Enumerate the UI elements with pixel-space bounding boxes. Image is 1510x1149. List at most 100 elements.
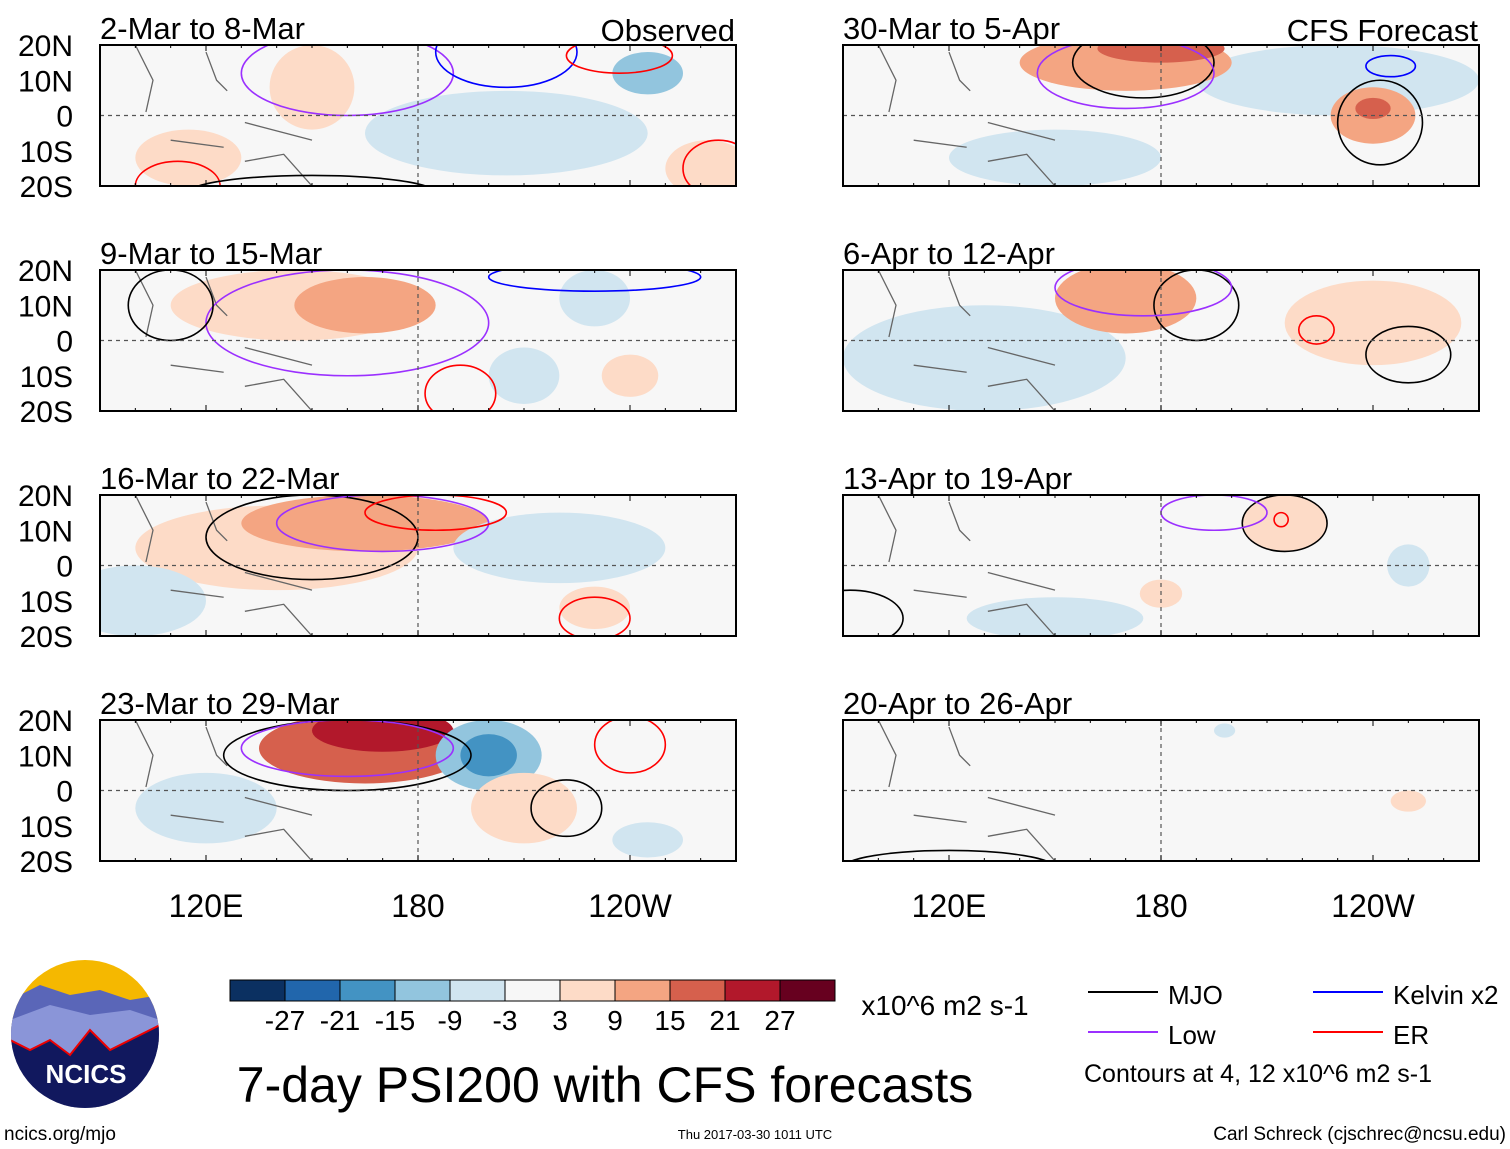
colorbar-swatch — [394, 979, 451, 1002]
panel-plot-area — [849, 720, 1427, 861]
colorbar-tick-label: -21 — [320, 1005, 360, 1036]
colorbar-tick-label: 21 — [709, 1005, 740, 1036]
coastline — [877, 495, 1056, 636]
panel-title: 23-Mar to 29-Mar — [100, 686, 339, 721]
anomaly-shading — [559, 270, 631, 327]
colorbar-tick-label: -9 — [438, 1005, 463, 1036]
colorbar-swatch — [284, 979, 341, 1002]
legend-label: Kelvin x2 — [1393, 980, 1499, 1010]
anomaly-shading — [460, 734, 517, 777]
lat-tick-label: 0 — [56, 101, 73, 134]
anomaly-shading — [471, 772, 577, 844]
anomaly-shading — [949, 129, 1161, 186]
coastline — [134, 270, 313, 411]
lon-tick-label: 120E — [912, 888, 987, 924]
anomaly-shading — [1196, 45, 1479, 116]
column-label: CFS Forecast — [1287, 13, 1479, 48]
lat-tick-label: 10N — [18, 290, 73, 323]
coastline — [134, 45, 313, 186]
panel-plot-area — [134, 45, 736, 186]
contour-low — [240, 45, 455, 117]
panel-plot-area — [843, 270, 1462, 411]
anomaly-shading — [665, 140, 736, 186]
lat-tick-label: 20S — [20, 171, 73, 204]
contour-mjo — [127, 270, 214, 342]
author: Carl Schreck (cjschrec@ncsu.edu) — [1213, 1124, 1506, 1145]
coastline — [134, 495, 313, 636]
legend-label: Low — [1168, 1020, 1216, 1050]
lon-tick-label: 120E — [169, 888, 244, 924]
contour-kelvin — [1365, 54, 1417, 78]
contour-er — [593, 720, 667, 774]
coastline — [877, 270, 1056, 411]
colorbar-tick-label: 27 — [764, 1005, 795, 1036]
contour-mjo — [1241, 495, 1328, 553]
colorbar-tick-label: 3 — [552, 1005, 568, 1036]
lat-tick-label: 10N — [18, 515, 73, 548]
contour-kelvin — [434, 45, 578, 89]
panel-title: 30-Mar to 5-Apr — [843, 11, 1060, 46]
anomaly-shading — [1055, 270, 1197, 334]
colorbar-swatch — [339, 979, 396, 1002]
map-panel: 30-Mar to 5-Apr CFS Forecast — [842, 11, 1480, 187]
colorbar-tick-label: 9 — [607, 1005, 623, 1036]
panel-background — [843, 495, 1479, 636]
contour-er — [1298, 315, 1335, 345]
anomaly-shading — [612, 822, 684, 858]
panel-plot-area — [127, 270, 702, 411]
contour-low — [205, 270, 490, 377]
contour-low — [240, 720, 455, 778]
contour-low — [275, 495, 490, 553]
lon-tick-label: 120W — [588, 888, 672, 924]
contour-er — [1273, 511, 1289, 528]
lat-tick-label: 10S — [20, 361, 73, 394]
contour-low — [1036, 45, 1215, 110]
anomaly-shading — [135, 129, 242, 186]
contour-mjo — [196, 174, 428, 186]
lon-tick-label: 180 — [391, 888, 444, 924]
anomaly-shading — [269, 45, 355, 130]
contour-er — [364, 495, 508, 532]
legend-label: MJO — [1168, 980, 1223, 1010]
legend: MJO Kelvin x2 Low ER — [1088, 980, 1499, 1050]
lat-tick-label: 20N — [18, 255, 73, 288]
panel-title: 6-Apr to 12-Apr — [843, 236, 1055, 271]
lat-tick-label: 20N — [18, 480, 73, 513]
column-label: Observed — [601, 13, 735, 48]
lat-tick-label: 0 — [56, 326, 73, 359]
lat-tick-label: 20N — [18, 30, 73, 63]
panel-title: 2-Mar to 8-Mar — [100, 11, 305, 46]
coastline — [877, 720, 1056, 861]
anomaly-shading — [1355, 97, 1391, 120]
colorbar-tick-label: -15 — [375, 1005, 415, 1036]
colorbar-swatch — [724, 979, 781, 1002]
colorbar-swatch — [669, 979, 726, 1002]
anomaly-shading — [1390, 790, 1427, 812]
anomaly-shading — [365, 90, 648, 176]
panel-title: 20-Apr to 26-Apr — [843, 686, 1072, 721]
lat-tick-label: 20S — [20, 846, 73, 879]
legend-label: ER — [1393, 1020, 1429, 1050]
coastline — [877, 45, 1056, 186]
colorbar-swatch — [614, 979, 671, 1002]
lat-tick-label: 10S — [20, 586, 73, 619]
colorbar-tick-label: -3 — [493, 1005, 518, 1036]
lat-tick-label: 20N — [18, 705, 73, 738]
anomaly-shading — [1387, 544, 1430, 587]
anomaly-shading — [612, 52, 684, 95]
panel-title: 13-Apr to 19-Apr — [843, 461, 1072, 496]
contour-mjo — [1336, 79, 1424, 166]
lon-tick-label: 120W — [1331, 888, 1415, 924]
map-panel: 6-Apr to 12-Apr — [842, 236, 1480, 412]
anomaly-shading — [453, 512, 666, 584]
contour-er — [424, 364, 497, 411]
ncics-logo: NCICS — [11, 960, 159, 1108]
panel-background — [843, 720, 1479, 861]
contour-er — [558, 596, 631, 636]
lat-tick-label: 10S — [20, 811, 73, 844]
map-panel: 13-Apr to 19-Apr — [842, 461, 1480, 637]
site-url: ncics.org/mjo — [4, 1124, 116, 1145]
